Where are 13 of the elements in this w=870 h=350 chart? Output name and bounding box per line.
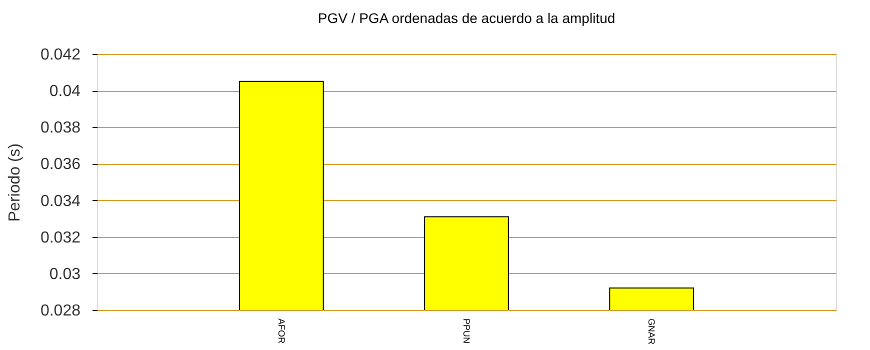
y-tick-label: 0.038 (40, 120, 81, 137)
x-tick-label: GNAR (646, 318, 657, 346)
y-tick-label: 0.03 (49, 266, 81, 283)
x-tick-label: PPUN (462, 318, 472, 344)
y-tick-label: 0.042 (40, 46, 81, 64)
y-tick-label: 0.032 (40, 229, 81, 246)
y-tick-label: 0.04 (49, 83, 81, 100)
y-tick-label: 0.036 (40, 156, 81, 174)
x-tick-label: AFOR (276, 318, 286, 344)
y-tick-label: 0.034 (40, 192, 81, 210)
chart-title: PGV / PGA ordenadas de acuerdo a la amplitud (318, 10, 616, 26)
y-axis-title: Periodo (s) (6, 143, 24, 222)
y-tick-label: 0.028 (40, 302, 81, 320)
